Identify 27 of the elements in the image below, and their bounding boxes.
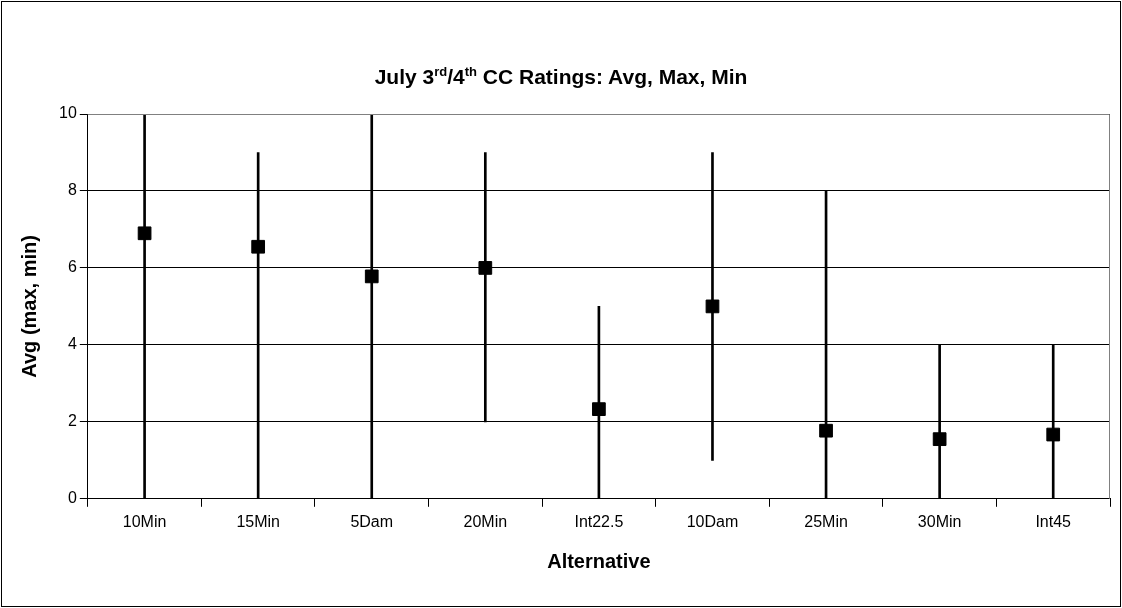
point — [251, 239, 266, 254]
y-tick-label: 10 — [59, 104, 77, 122]
chart-title: July 3$^{rd}$/4$^{th}$ CC Ratings: Avg, Max, Min — [373, 64, 749, 89]
point — [592, 402, 606, 417]
x-tick-label: 30Min — [917, 512, 962, 530]
x-tick-label: Int22.5 — [574, 512, 624, 530]
x-tick-label: 10Dam — [686, 512, 739, 530]
y-tick-label: 0 — [67, 489, 77, 507]
y-tick-label: 8 — [67, 181, 77, 199]
y-tick-label: 6 — [67, 258, 77, 276]
x-tick-label: 15Min — [236, 512, 280, 530]
point — [705, 299, 720, 314]
point — [137, 226, 152, 241]
x-tick-label: 10Min — [122, 512, 167, 530]
x-axis-title: Alternative — [547, 549, 651, 572]
x-tick-label: 25Min — [804, 512, 848, 530]
point — [819, 423, 833, 438]
point — [478, 261, 493, 275]
point — [364, 269, 379, 284]
point — [932, 432, 947, 447]
y-axis-title: Avg (max, min) — [17, 235, 40, 378]
x-tick-label: Int45 — [1035, 512, 1072, 530]
point — [1046, 427, 1061, 442]
x-tick-label: 5Dam — [350, 512, 394, 530]
y-tick-label: 4 — [67, 335, 77, 353]
x-tick-label: 20Min — [463, 512, 508, 530]
y-tick-label: 2 — [67, 412, 77, 430]
